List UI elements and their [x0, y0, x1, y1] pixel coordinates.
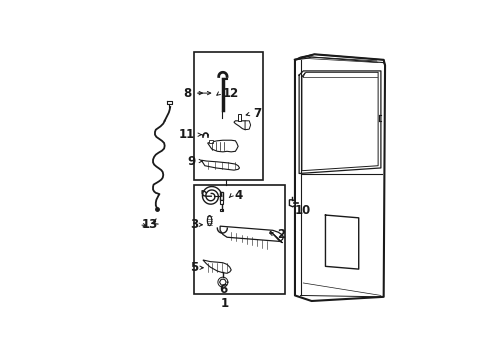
Polygon shape	[244, 121, 250, 130]
Text: 10: 10	[294, 204, 310, 217]
Polygon shape	[220, 209, 223, 211]
Text: 11: 11	[179, 128, 195, 141]
Polygon shape	[269, 231, 282, 243]
Bar	[193, 51, 263, 180]
Polygon shape	[207, 140, 238, 152]
Polygon shape	[289, 200, 294, 207]
Polygon shape	[220, 200, 223, 204]
Bar	[193, 185, 285, 294]
Polygon shape	[203, 260, 231, 273]
Text: 6: 6	[218, 283, 226, 296]
Text: 7: 7	[252, 107, 261, 120]
Polygon shape	[208, 140, 213, 143]
Text: 2: 2	[276, 228, 285, 241]
Text: 4: 4	[233, 189, 242, 202]
Polygon shape	[238, 114, 241, 121]
Text: 1: 1	[220, 297, 228, 310]
Text: 3: 3	[189, 218, 198, 231]
Polygon shape	[207, 216, 211, 226]
Text: 8: 8	[183, 87, 191, 100]
Text: 12: 12	[222, 87, 238, 100]
Text: 13: 13	[142, 218, 158, 231]
Polygon shape	[219, 279, 226, 285]
Text: 5: 5	[190, 261, 198, 274]
Text: 9: 9	[186, 154, 195, 167]
Polygon shape	[233, 121, 249, 130]
Polygon shape	[201, 160, 239, 170]
Polygon shape	[294, 54, 384, 301]
Polygon shape	[220, 226, 283, 242]
Polygon shape	[219, 192, 223, 200]
